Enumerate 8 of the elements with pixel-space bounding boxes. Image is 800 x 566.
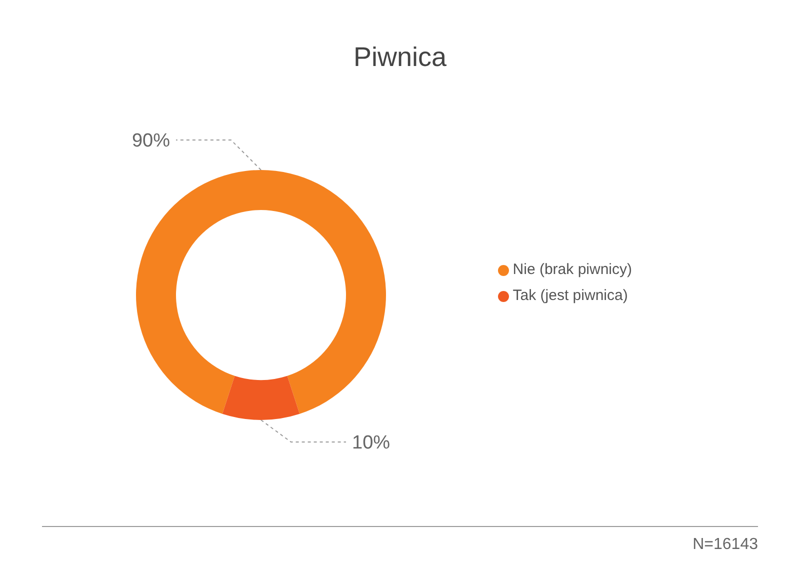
data-label: 10% xyxy=(352,432,390,454)
donut-slice xyxy=(136,170,386,414)
chart-title: Piwnica xyxy=(352,42,448,73)
legend-label: Tak (jest piwnica) xyxy=(512,287,628,304)
legend-label: Nie (brak piwnicy) xyxy=(512,261,632,278)
text: N=16143 xyxy=(692,536,758,554)
data-label: 90% xyxy=(132,130,170,152)
donut-slice xyxy=(222,376,300,420)
